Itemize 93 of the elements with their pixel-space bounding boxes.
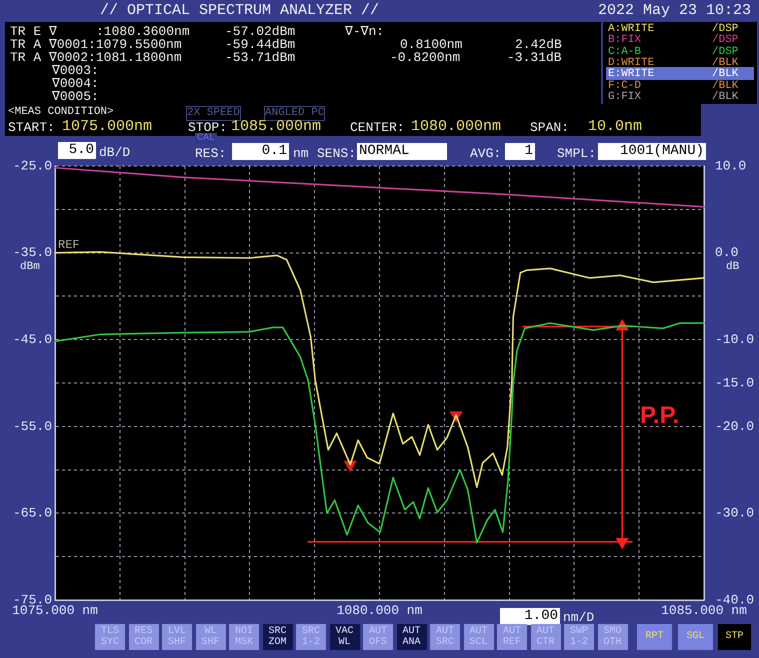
soft-key-button: TLS SYC bbox=[95, 624, 125, 650]
text: nm/D bbox=[563, 610, 594, 625]
text: 2X SPEED bbox=[186, 106, 241, 121]
y-tick-label: -25.0 bbox=[12, 158, 52, 174]
text: /BLK bbox=[712, 68, 738, 80]
text: 10.0nm bbox=[588, 118, 642, 135]
text: /BLK bbox=[712, 56, 738, 69]
text: /DSP bbox=[712, 23, 738, 35]
y-tick-label: -65.0 bbox=[12, 506, 52, 521]
text: /DSP bbox=[712, 46, 738, 58]
text: 5.0 bbox=[58, 142, 96, 159]
text: -53.71dBm bbox=[225, 50, 296, 65]
x-tick-label: 1080.000 nm bbox=[336, 603, 423, 618]
text: ANGLED PC bbox=[264, 106, 326, 121]
text: 1001(MANU) bbox=[598, 143, 706, 160]
text: dB/D bbox=[99, 145, 130, 160]
text: TR A ∇0002:1081.1800nm bbox=[10, 50, 182, 65]
soft-key-button: RES COR bbox=[128, 624, 158, 650]
y-tick-label: -55.0 bbox=[12, 418, 52, 434]
text: ∇0003: bbox=[52, 63, 99, 78]
soft-key-button: AUT REF bbox=[497, 624, 527, 650]
soft-key-button: RPT bbox=[637, 624, 672, 650]
text: 2022 May 23 10:23 bbox=[598, 2, 752, 19]
text: 1.00 bbox=[500, 608, 560, 625]
soft-key-button: SWP 1-2 bbox=[564, 624, 594, 650]
text: :1080.3600nm bbox=[96, 24, 190, 39]
y2-axis-title: dB bbox=[726, 261, 740, 273]
text: -57.02dBm bbox=[225, 24, 296, 39]
text: -0.8200nm bbox=[390, 50, 460, 65]
chart-title: // OPTICAL SPECTRUM ANALYZER // bbox=[100, 2, 380, 19]
x-tick-label: 1075.000 nm bbox=[12, 603, 98, 618]
soft-key-button: AUT CTR bbox=[530, 624, 560, 650]
annotation: REF bbox=[58, 238, 80, 252]
soft-key-button: NOI MSK bbox=[229, 624, 259, 650]
soft-key-button: AUT OFS bbox=[363, 624, 393, 650]
text: 0.8100nm bbox=[400, 37, 462, 52]
text: ∇-∇n: bbox=[345, 24, 384, 39]
text: E:WRITE bbox=[608, 68, 654, 80]
text: NORMAL bbox=[357, 143, 447, 160]
annotation: P.P. bbox=[640, 402, 680, 429]
y2-tick-label: -10.0 bbox=[715, 332, 754, 348]
text: C:A-B bbox=[608, 46, 642, 58]
text: STOP: bbox=[188, 120, 228, 135]
text: 0.1 bbox=[232, 143, 289, 160]
y-axis-title: dBm bbox=[20, 261, 40, 273]
text: -3.31dB bbox=[507, 50, 562, 65]
text: CENTER: bbox=[350, 120, 405, 135]
text: TR A ∇0001:1079.5500nm bbox=[10, 37, 182, 52]
text: 1075.000nm bbox=[62, 118, 152, 135]
text: TR E ∇ bbox=[10, 24, 57, 39]
text: 1085.000nm bbox=[231, 118, 322, 135]
y2-tick-label: -20.0 bbox=[715, 418, 754, 434]
text: A:WRITE bbox=[608, 23, 654, 35]
soft-key-button: STP bbox=[718, 624, 751, 650]
soft-key-button: SRC 1-2 bbox=[296, 624, 326, 650]
text: 1 bbox=[505, 143, 535, 160]
y2-tick-label: -15.0 bbox=[715, 375, 754, 390]
text: B:FIX bbox=[608, 34, 642, 46]
text: SPAN: bbox=[530, 120, 570, 135]
text: ∇0004: bbox=[52, 76, 99, 91]
text: ∇0005: bbox=[52, 89, 99, 104]
text: AVG: bbox=[470, 146, 502, 161]
text: START: bbox=[8, 120, 55, 135]
text: RES: bbox=[195, 146, 226, 161]
text: /BLK bbox=[712, 80, 738, 92]
y-tick-label: -35.0 bbox=[12, 245, 52, 260]
text: SENS: bbox=[317, 146, 356, 161]
soft-key-button: AUT SRC bbox=[430, 624, 460, 650]
y2-tick-label: 10.0 bbox=[715, 158, 746, 174]
text: CAL bbox=[195, 133, 218, 144]
y-tick-label: -45.0 bbox=[12, 332, 52, 348]
y2-tick-label: -30.0 bbox=[715, 506, 754, 521]
soft-key-button: LVL SHF bbox=[162, 624, 192, 650]
text: /DSP bbox=[712, 34, 738, 46]
text: D:WRITE bbox=[608, 56, 654, 69]
soft-key-button: SMO OTH bbox=[598, 624, 628, 650]
text: nm bbox=[293, 146, 309, 161]
soft-key-button: SRC ZOM bbox=[262, 624, 292, 650]
text: G:FIX bbox=[608, 90, 642, 103]
text: -59.44dBm bbox=[225, 37, 296, 52]
text: SMPL: bbox=[557, 146, 596, 161]
text: /BLK bbox=[712, 90, 738, 103]
soft-key-button: AUT ANA bbox=[396, 624, 426, 650]
y2-tick-label: 0.0 bbox=[715, 245, 738, 260]
x-tick-label: 1085.000 nm bbox=[661, 603, 748, 618]
soft-key-button: AUT SCL bbox=[464, 624, 494, 650]
text: 1080.000nm bbox=[411, 118, 502, 135]
text: F:C-D bbox=[608, 80, 642, 92]
soft-key-button: WL SHF bbox=[196, 624, 226, 650]
text: <MEAS CONDITION> bbox=[8, 106, 114, 118]
soft-key-button: VAC WL bbox=[330, 624, 360, 650]
soft-key-button: SGL bbox=[678, 624, 713, 650]
text: 2.42dB bbox=[515, 37, 562, 52]
